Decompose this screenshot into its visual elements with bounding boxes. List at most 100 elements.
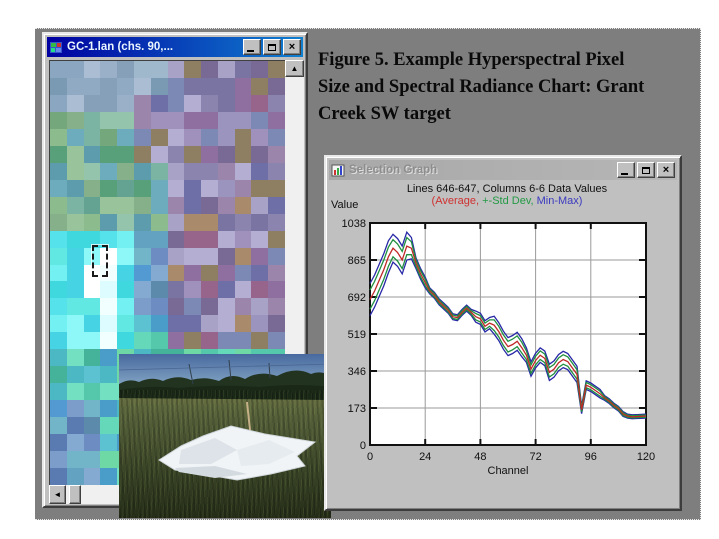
pixel-cell[interactable]: [50, 196, 68, 215]
pixel-cell[interactable]: [167, 315, 185, 333]
pixel-cell[interactable]: [217, 162, 236, 181]
pixel-cell[interactable]: [268, 264, 285, 282]
pixel-cell[interactable]: [133, 179, 152, 198]
pixel-cell[interactable]: [66, 468, 85, 485]
pixel-cell[interactable]: [167, 61, 185, 79]
pixel-cell[interactable]: [133, 128, 152, 147]
pixel-cell[interactable]: [50, 451, 68, 469]
pixel-cell[interactable]: [66, 196, 85, 215]
pixel-cell[interactable]: [184, 77, 202, 96]
pixel-cell[interactable]: [133, 332, 152, 350]
scroll-left-button[interactable]: ◄: [49, 485, 66, 504]
pixel-cell[interactable]: [201, 196, 219, 215]
pixel-cell[interactable]: [184, 298, 202, 316]
pixel-cell[interactable]: [100, 77, 118, 96]
pixel-cell[interactable]: [150, 162, 168, 181]
pixel-cell[interactable]: [117, 247, 135, 265]
pixel-cell[interactable]: [167, 281, 185, 299]
pixel-cell[interactable]: [117, 264, 135, 282]
pixel-cell[interactable]: [83, 111, 101, 130]
pixel-cell[interactable]: [184, 162, 202, 181]
pixel-cell[interactable]: [150, 264, 168, 282]
pixel-cell[interactable]: [66, 162, 85, 181]
pixel-cell[interactable]: [50, 162, 68, 181]
pixel-cell[interactable]: [117, 315, 135, 333]
pixel-cell[interactable]: [50, 230, 68, 249]
minimize-button[interactable]: [617, 162, 635, 178]
pixel-cell[interactable]: [251, 230, 269, 249]
pixel-cell[interactable]: [100, 111, 118, 130]
pixel-cell[interactable]: [234, 162, 252, 181]
pixel-cell[interactable]: [117, 179, 135, 198]
pixel-cell[interactable]: [117, 77, 135, 96]
pixel-cell[interactable]: [83, 230, 101, 249]
pixel-cell[interactable]: [66, 281, 85, 299]
pixel-cell[interactable]: [133, 94, 152, 113]
pixel-cell[interactable]: [100, 162, 118, 181]
pixel-cell[interactable]: [100, 468, 118, 485]
pixel-cell[interactable]: [150, 230, 168, 249]
pixel-cell[interactable]: [217, 213, 236, 232]
pixel-cell[interactable]: [167, 213, 185, 232]
pixel-cell[interactable]: [50, 400, 68, 418]
pixel-cell[interactable]: [234, 298, 252, 316]
pixel-cell[interactable]: [167, 111, 185, 130]
pixel-cell[interactable]: [201, 77, 219, 96]
pixel-cell[interactable]: [268, 332, 285, 350]
pixel-cell[interactable]: [83, 349, 101, 367]
image-window-titlebar[interactable]: GC-1.lan (chs. 90,... ×: [47, 37, 303, 57]
pixel-cell[interactable]: [83, 145, 101, 164]
pixel-cell[interactable]: [184, 61, 202, 79]
pixel-cell[interactable]: [251, 162, 269, 181]
pixel-cell[interactable]: [268, 213, 285, 232]
pixel-cell[interactable]: [117, 61, 135, 79]
pixel-cell[interactable]: [66, 61, 85, 79]
pixel-cell[interactable]: [150, 196, 168, 215]
pixel-cell[interactable]: [100, 281, 118, 299]
pixel-cell[interactable]: [234, 332, 252, 350]
pixel-cell[interactable]: [167, 77, 185, 96]
pixel-cell[interactable]: [217, 128, 236, 147]
pixel-cell[interactable]: [66, 366, 85, 384]
pixel-cell[interactable]: [217, 179, 236, 198]
pixel-cell[interactable]: [100, 128, 118, 147]
pixel-cell[interactable]: [100, 400, 118, 418]
pixel-cell[interactable]: [217, 77, 236, 96]
pixel-cell[interactable]: [268, 298, 285, 316]
pixel-cell[interactable]: [133, 230, 152, 249]
pixel-cell[interactable]: [167, 247, 185, 265]
pixel-cell[interactable]: [100, 94, 118, 113]
pixel-cell[interactable]: [217, 281, 236, 299]
pixel-cell[interactable]: [50, 281, 68, 299]
pixel-cell[interactable]: [201, 145, 219, 164]
pixel-cell[interactable]: [251, 179, 269, 198]
horizontal-scroll-thumb[interactable]: [69, 485, 81, 504]
pixel-cell[interactable]: [66, 434, 85, 452]
pixel-cell[interactable]: [234, 77, 252, 96]
close-button[interactable]: ×: [283, 39, 301, 55]
pixel-cell[interactable]: [268, 145, 285, 164]
pixel-cell[interactable]: [184, 315, 202, 333]
pixel-cell[interactable]: [50, 61, 68, 79]
pixel-cell[interactable]: [234, 128, 252, 147]
pixel-cell[interactable]: [66, 332, 85, 350]
pixel-cell[interactable]: [268, 196, 285, 215]
pixel-cell[interactable]: [217, 111, 236, 130]
pixel-cell[interactable]: [201, 247, 219, 265]
pixel-cell[interactable]: [217, 298, 236, 316]
pixel-cell[interactable]: [133, 145, 152, 164]
pixel-cell[interactable]: [100, 61, 118, 79]
pixel-cell[interactable]: [217, 332, 236, 350]
pixel-cell[interactable]: [251, 111, 269, 130]
pixel-cell[interactable]: [251, 298, 269, 316]
pixel-cell[interactable]: [268, 315, 285, 333]
pixel-cell[interactable]: [150, 179, 168, 198]
pixel-cell[interactable]: [83, 61, 101, 79]
pixel-cell[interactable]: [251, 145, 269, 164]
pixel-cell[interactable]: [268, 77, 285, 96]
pixel-cell[interactable]: [167, 145, 185, 164]
pixel-cell[interactable]: [201, 213, 219, 232]
pixel-cell[interactable]: [150, 61, 168, 79]
pixel-cell[interactable]: [100, 264, 118, 282]
pixel-cell[interactable]: [83, 281, 101, 299]
